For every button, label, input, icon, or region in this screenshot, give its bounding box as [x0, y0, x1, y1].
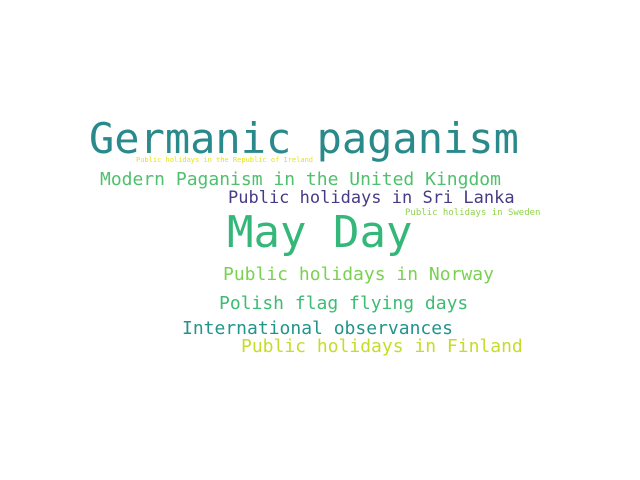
- word-may-day: May Day: [227, 207, 413, 258]
- word-public-holidays-finland: Public holidays in Finland: [241, 336, 523, 357]
- word-international-observances: International observances: [182, 318, 453, 339]
- word-polish-flag-flying-days: Polish flag flying days: [219, 293, 469, 314]
- word-public-holidays-ireland: Public holidays in the Republic of Irela…: [136, 156, 314, 164]
- word-modern-paganism-uk: Modern Paganism in the United Kingdom: [100, 169, 501, 190]
- word-public-holidays-norway: Public holidays in Norway: [223, 264, 494, 285]
- word-public-holidays-sri-lanka: Public holidays in Sri Lanka: [228, 188, 515, 208]
- word-public-holidays-sweden: Public holidays in Sweden: [405, 208, 541, 218]
- word-germanic-paganism: Germanic paganism: [89, 114, 519, 163]
